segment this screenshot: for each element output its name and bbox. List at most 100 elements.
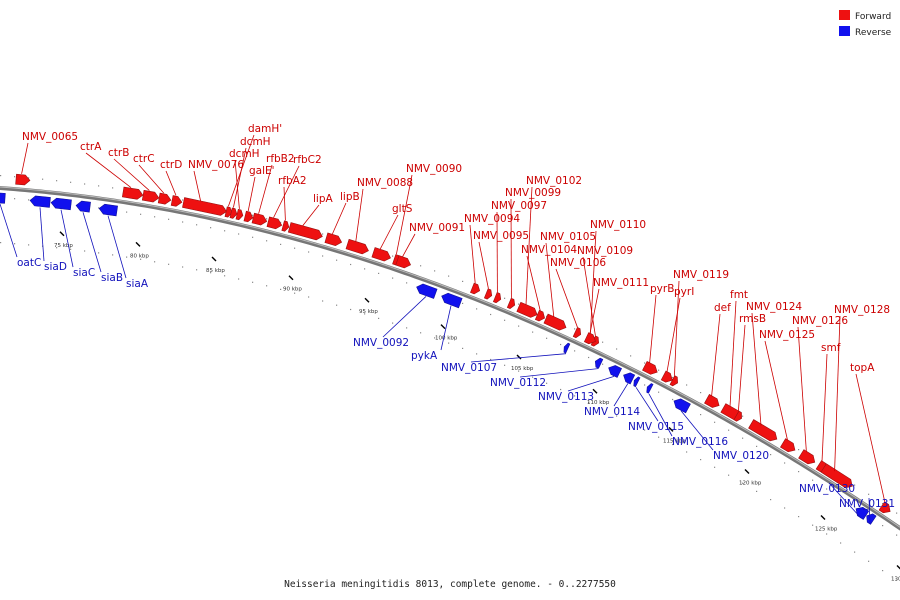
forward-gene-label: gltS xyxy=(392,203,413,215)
forward-leader-line xyxy=(589,288,600,334)
track-dot xyxy=(420,332,422,334)
reverse-gene-label: NMV_0092 xyxy=(353,337,409,349)
track-dot xyxy=(756,490,758,492)
forward-gene-label: def xyxy=(714,302,731,314)
reverse-gene-12 xyxy=(646,383,654,394)
reverse-leader-line xyxy=(648,393,673,437)
forward-gene-31 xyxy=(660,370,673,383)
reverse-gene-6 xyxy=(441,292,463,309)
reverse-gene-label: NMV_0107 xyxy=(441,362,497,374)
track-dot xyxy=(896,512,898,514)
forward-gene-label: rfbC2 xyxy=(293,154,322,166)
forward-gene-label: ctrC xyxy=(133,153,155,165)
forward-gene-41 xyxy=(878,501,891,514)
forward-gene-label: ctrD xyxy=(160,159,182,171)
reverse-gene-label: NMV_0130 xyxy=(799,483,855,495)
reverse-gene-label: NMV_0113 xyxy=(538,391,594,403)
scale-tick-label: 105 kbp xyxy=(511,366,534,372)
forward-gene-20 xyxy=(483,288,493,300)
forward-gene-label: NMV_0109 xyxy=(577,245,633,257)
track-dot xyxy=(448,275,450,277)
track-dot xyxy=(658,436,660,438)
forward-gene-label: NMV_0124 xyxy=(746,301,802,313)
track-dot xyxy=(602,341,604,343)
forward-gene-8 xyxy=(235,208,244,221)
forward-leader-line xyxy=(21,142,29,174)
track-dot xyxy=(826,488,828,490)
reverse-gene-label: NMV_0131 xyxy=(839,498,895,510)
reverse-leader-line xyxy=(635,387,659,422)
track-dot xyxy=(658,369,660,371)
forward-gene-label: NMV_0076 xyxy=(188,159,244,171)
reverse-leader-line xyxy=(382,296,427,338)
track-dot xyxy=(392,322,394,324)
reverse-leader-line xyxy=(828,482,862,519)
track-dot xyxy=(378,317,380,319)
track-dot xyxy=(0,242,2,244)
forward-gene-label: damH' xyxy=(248,123,282,135)
reverse-gene-label: siaB xyxy=(101,272,123,284)
forward-gene-label: NMV_0111 xyxy=(593,277,649,289)
forward-gene-37 xyxy=(780,438,796,453)
track-dot xyxy=(854,484,856,486)
reverse-gene-label: NMV_0114 xyxy=(584,406,640,418)
forward-leader-line xyxy=(234,159,240,209)
track-dot xyxy=(266,218,268,220)
forward-gene-label: NMV_0099 xyxy=(505,187,561,199)
forward-gene-29 xyxy=(583,332,596,345)
track-dot xyxy=(630,355,632,357)
track-dot xyxy=(294,292,296,294)
forward-gene-0 xyxy=(15,173,31,186)
track-dot xyxy=(266,285,268,287)
reverse-gene-10 xyxy=(623,372,636,385)
forward-gene-label: NMV_0102 xyxy=(526,175,582,187)
reverse-gene-3 xyxy=(75,200,91,213)
forward-leader-line xyxy=(258,164,273,214)
forward-gene-35 xyxy=(733,410,742,422)
reverse-gene-label: siaC xyxy=(73,267,95,279)
forward-gene-label: NMV_0091 xyxy=(409,222,465,234)
forward-gene-10 xyxy=(251,212,268,226)
track-dot xyxy=(462,302,464,304)
track-dot xyxy=(182,266,184,268)
forward-gene-label: ctrB xyxy=(108,147,129,159)
track-dot xyxy=(28,199,30,201)
track-dot xyxy=(280,288,282,290)
forward-leader-line xyxy=(402,233,416,257)
scale-tick xyxy=(896,565,900,570)
reverse-leader-line xyxy=(0,203,18,258)
forward-gene-3 xyxy=(157,192,172,205)
reverse-gene-label: NMV_0115 xyxy=(628,421,684,433)
track-dot xyxy=(364,313,366,315)
track-dot xyxy=(742,415,744,417)
scale-tick xyxy=(135,241,141,247)
track-dot xyxy=(112,187,114,189)
track-dot xyxy=(784,462,786,464)
forward-leader-line xyxy=(555,268,578,328)
reverse-gene-1 xyxy=(29,195,51,208)
track-dot xyxy=(504,319,506,321)
forward-leader-line xyxy=(165,170,177,196)
track-dot xyxy=(686,451,688,453)
forward-leader-line xyxy=(273,165,300,218)
reverse-gene-4 xyxy=(98,203,118,217)
track-dot xyxy=(882,503,884,505)
track-dot xyxy=(56,247,58,249)
track-dot xyxy=(350,308,352,311)
track-dot xyxy=(238,278,240,280)
track-dot xyxy=(126,256,128,258)
reverse-gene-label: NMV_0112 xyxy=(490,377,546,389)
track-dot xyxy=(588,356,590,359)
track-dot xyxy=(462,280,464,282)
forward-leader-line xyxy=(834,315,841,472)
forward-leader-line xyxy=(674,280,680,376)
track-dot xyxy=(140,213,142,215)
forward-gene-2 xyxy=(141,189,160,203)
track-dot xyxy=(420,265,422,267)
forward-gene-label: pyrI xyxy=(674,286,694,298)
track-dot xyxy=(294,247,296,249)
track-dot xyxy=(742,437,744,439)
track-dot xyxy=(588,401,590,404)
forward-leader-line xyxy=(469,224,476,284)
